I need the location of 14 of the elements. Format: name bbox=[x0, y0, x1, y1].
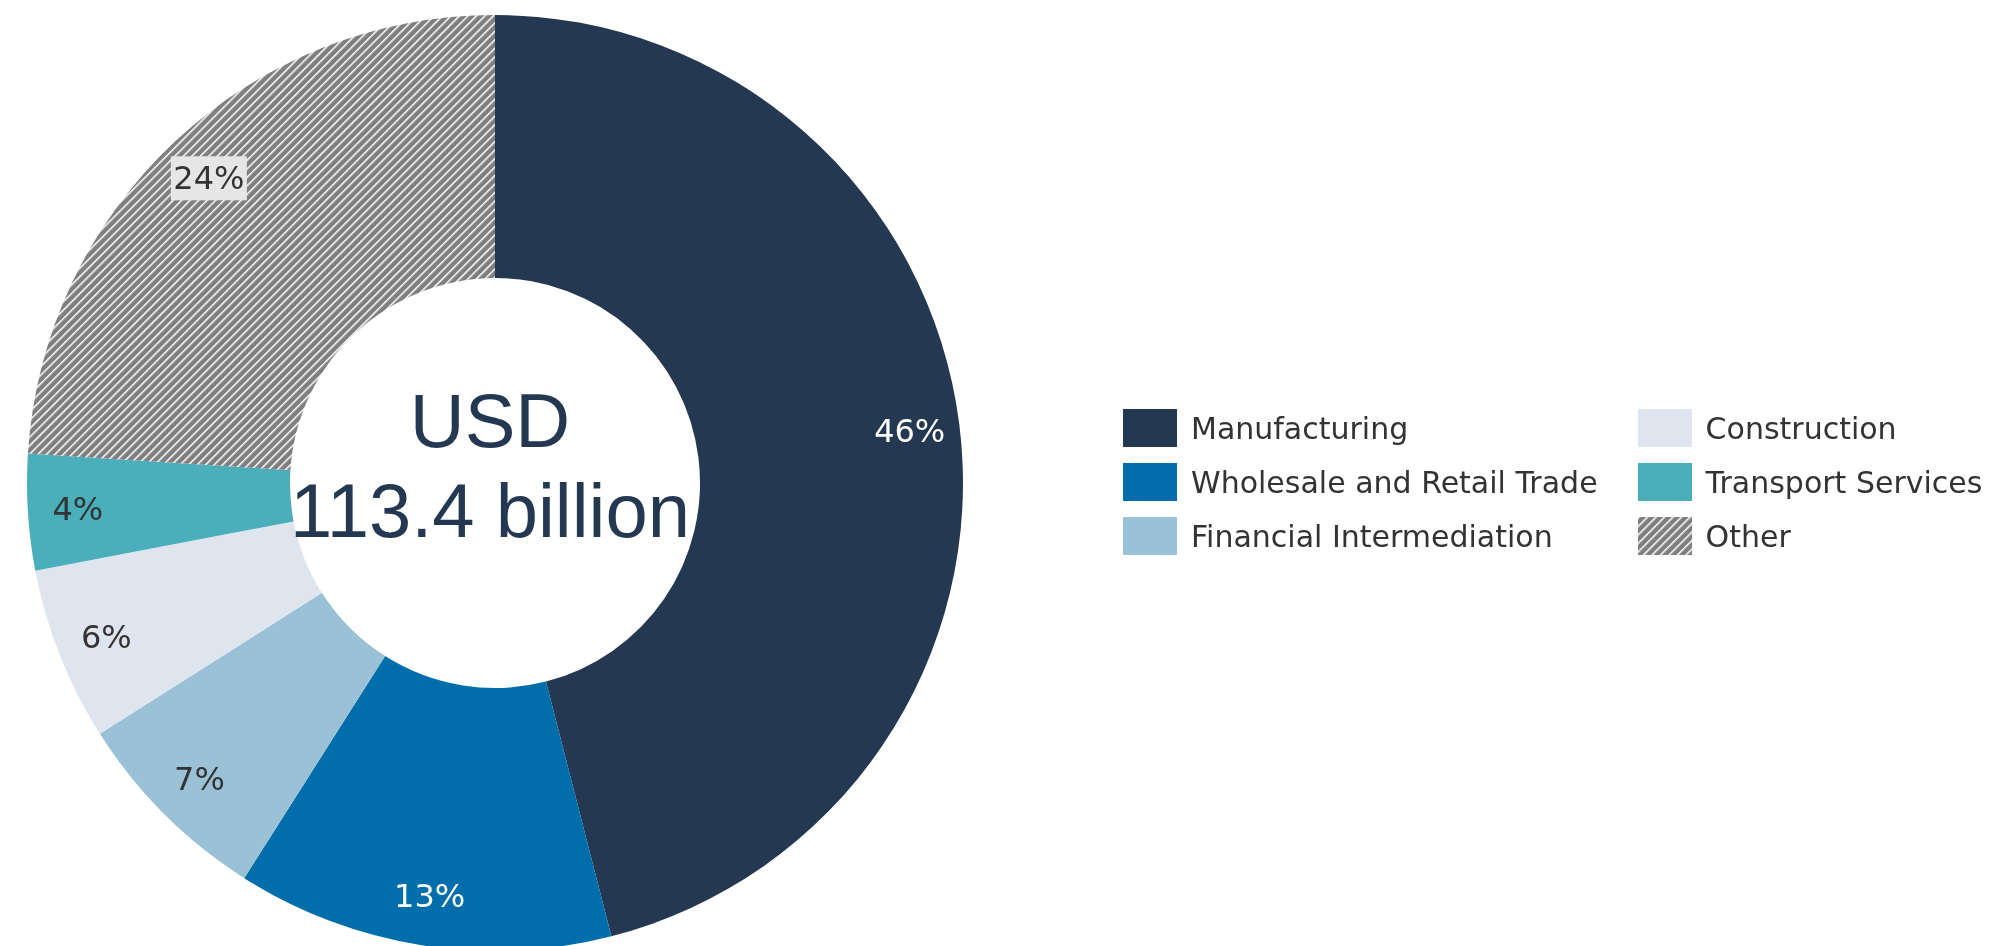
legend-label: Other bbox=[1705, 518, 1791, 554]
legend-label: Financial Intermediation bbox=[1191, 518, 1553, 554]
data-label: 24% bbox=[173, 159, 245, 198]
data-label: 13% bbox=[394, 876, 466, 915]
data-label: 4% bbox=[52, 490, 104, 529]
data-label: 46% bbox=[874, 411, 946, 450]
text: 113.4 billion bbox=[290, 468, 691, 553]
legend-label: Transport Services bbox=[1705, 464, 1983, 500]
data-label: 7% bbox=[174, 759, 225, 798]
legend-label: Construction bbox=[1705, 410, 1897, 446]
legend-label: Manufacturing bbox=[1191, 410, 1409, 446]
data-label: 6% bbox=[80, 617, 132, 656]
text: USD bbox=[408, 378, 572, 463]
legend-label: Wholesale and Retail Trade bbox=[1191, 464, 1598, 500]
